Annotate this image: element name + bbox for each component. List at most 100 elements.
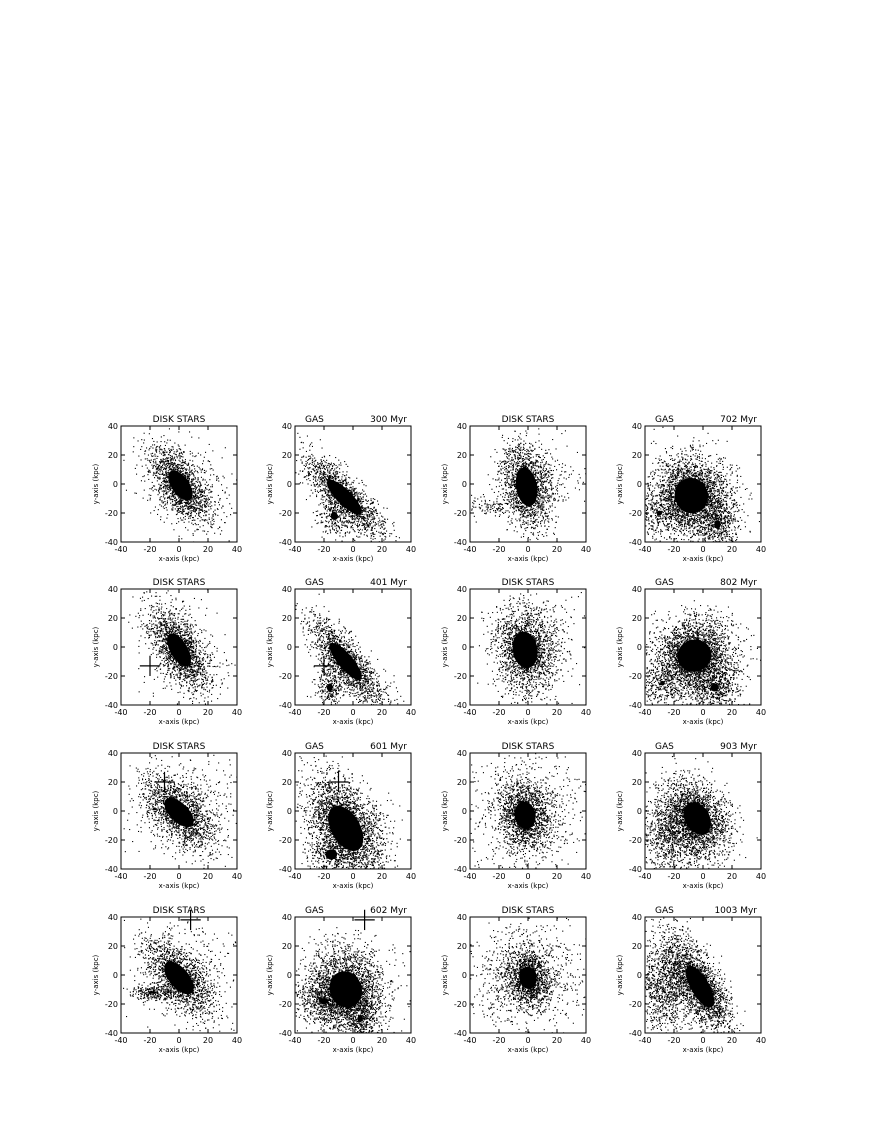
point — [346, 500, 348, 502]
point — [374, 522, 376, 524]
point — [326, 459, 328, 461]
point — [181, 492, 183, 494]
point — [343, 509, 345, 511]
point — [182, 498, 184, 500]
point — [165, 507, 167, 509]
point — [194, 489, 196, 491]
point — [335, 495, 337, 497]
point — [159, 504, 161, 506]
point — [202, 530, 204, 532]
point — [331, 501, 333, 503]
point — [384, 538, 386, 540]
point — [520, 484, 522, 486]
point — [343, 506, 345, 508]
point — [502, 507, 504, 509]
point — [170, 479, 172, 481]
point — [187, 505, 189, 507]
point — [201, 519, 203, 521]
point — [317, 466, 319, 468]
point — [174, 475, 176, 477]
point — [327, 481, 329, 483]
point — [367, 518, 369, 520]
point — [206, 506, 208, 508]
point — [179, 495, 181, 497]
point — [315, 469, 317, 471]
point — [176, 487, 178, 489]
point — [530, 486, 532, 488]
point — [208, 497, 210, 499]
point — [526, 515, 528, 517]
point — [184, 490, 186, 492]
point — [146, 458, 148, 460]
point — [191, 489, 193, 491]
point — [522, 494, 524, 496]
point — [353, 489, 355, 491]
point — [210, 508, 212, 510]
point — [345, 503, 347, 505]
point — [334, 501, 336, 503]
point — [329, 479, 331, 481]
point — [520, 499, 522, 501]
point — [561, 495, 563, 497]
point — [201, 505, 203, 507]
y-tick-label: -40 — [279, 538, 292, 547]
point — [332, 484, 334, 486]
point — [156, 451, 158, 453]
point — [171, 477, 173, 479]
point — [510, 469, 512, 471]
point — [194, 486, 196, 488]
point — [517, 482, 519, 484]
point — [336, 524, 338, 526]
point — [170, 464, 172, 466]
point — [347, 483, 349, 485]
point — [327, 468, 329, 470]
point — [334, 521, 336, 523]
point — [518, 478, 520, 480]
point — [366, 495, 368, 497]
point — [169, 499, 171, 501]
point — [182, 482, 184, 484]
point — [346, 511, 348, 513]
point — [155, 462, 157, 464]
point — [518, 501, 520, 503]
point — [203, 490, 205, 492]
point — [333, 520, 335, 522]
point — [525, 453, 527, 455]
point — [180, 500, 182, 502]
point — [360, 521, 362, 523]
point — [361, 516, 363, 518]
point — [188, 493, 190, 495]
point — [170, 477, 172, 479]
point — [198, 503, 200, 505]
point — [169, 466, 171, 468]
point — [207, 499, 209, 501]
point — [504, 450, 506, 452]
point — [363, 517, 365, 519]
point — [549, 479, 551, 481]
point — [161, 453, 163, 455]
point — [164, 468, 166, 470]
point — [510, 478, 512, 480]
point — [218, 504, 220, 506]
point — [223, 477, 225, 479]
point — [337, 487, 339, 489]
point — [340, 517, 342, 519]
point — [526, 448, 528, 450]
point — [535, 519, 537, 521]
point — [194, 493, 196, 495]
point — [170, 458, 172, 460]
point — [343, 482, 345, 484]
point — [545, 481, 547, 483]
point — [175, 501, 177, 503]
point — [168, 482, 170, 484]
point — [349, 504, 351, 506]
point — [328, 508, 330, 510]
point — [327, 494, 329, 496]
point — [204, 504, 206, 506]
point — [511, 493, 513, 495]
point — [132, 451, 134, 453]
point — [535, 520, 537, 522]
point — [538, 492, 540, 494]
point — [180, 519, 182, 521]
point — [519, 503, 521, 505]
